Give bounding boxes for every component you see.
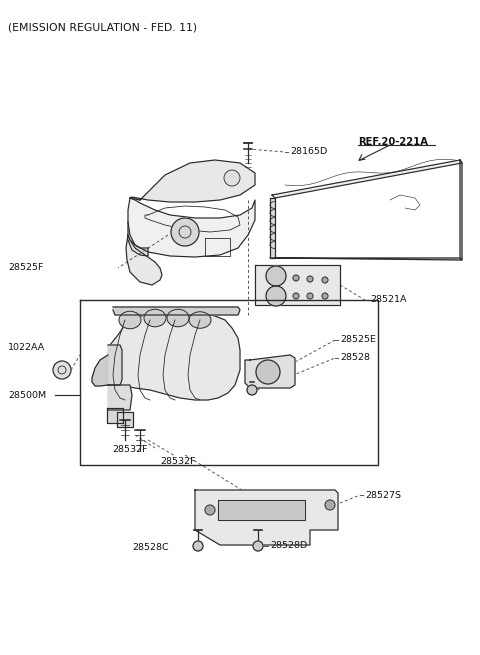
Text: 28525F: 28525F (8, 263, 43, 272)
Text: 28532F: 28532F (112, 445, 147, 455)
Text: 28532F: 28532F (160, 457, 195, 466)
Circle shape (253, 541, 263, 551)
Ellipse shape (189, 312, 211, 328)
Polygon shape (108, 345, 122, 385)
Circle shape (205, 505, 215, 515)
Polygon shape (460, 160, 462, 260)
Circle shape (53, 361, 71, 379)
Polygon shape (108, 312, 240, 400)
Circle shape (193, 541, 203, 551)
Polygon shape (113, 307, 240, 315)
Ellipse shape (167, 309, 189, 327)
Polygon shape (117, 412, 133, 427)
Text: (EMISSION REGULATION - FED. 11): (EMISSION REGULATION - FED. 11) (8, 22, 197, 32)
Circle shape (307, 276, 313, 282)
Text: 1022AA: 1022AA (8, 343, 45, 352)
Polygon shape (255, 265, 340, 305)
Polygon shape (128, 198, 255, 257)
Text: REF.20-221A: REF.20-221A (358, 137, 428, 147)
Ellipse shape (144, 309, 166, 327)
Circle shape (247, 385, 257, 395)
Polygon shape (126, 235, 162, 285)
Polygon shape (92, 355, 108, 386)
Text: 28521A: 28521A (370, 295, 407, 305)
Circle shape (293, 275, 299, 281)
Circle shape (322, 293, 328, 299)
Circle shape (224, 170, 240, 186)
Polygon shape (270, 258, 462, 260)
Text: 28528: 28528 (340, 354, 370, 362)
Circle shape (256, 360, 280, 384)
Circle shape (322, 277, 328, 283)
Polygon shape (130, 160, 255, 202)
Text: 28525E: 28525E (340, 335, 376, 345)
Text: 28527S: 28527S (365, 491, 401, 500)
Polygon shape (218, 500, 305, 520)
Text: 28528C: 28528C (132, 544, 168, 553)
Polygon shape (108, 385, 132, 410)
Polygon shape (107, 408, 123, 423)
Circle shape (266, 266, 286, 286)
Circle shape (307, 293, 313, 299)
Circle shape (325, 500, 335, 510)
Text: 28165D: 28165D (290, 147, 327, 157)
Text: 28500M: 28500M (8, 390, 46, 400)
Polygon shape (270, 198, 275, 258)
Polygon shape (195, 490, 338, 545)
Text: 28528D: 28528D (270, 542, 307, 550)
Circle shape (171, 218, 199, 246)
Polygon shape (128, 222, 148, 256)
Ellipse shape (119, 311, 141, 329)
Circle shape (293, 293, 299, 299)
Circle shape (266, 286, 286, 306)
Polygon shape (272, 160, 462, 198)
Polygon shape (245, 355, 295, 388)
